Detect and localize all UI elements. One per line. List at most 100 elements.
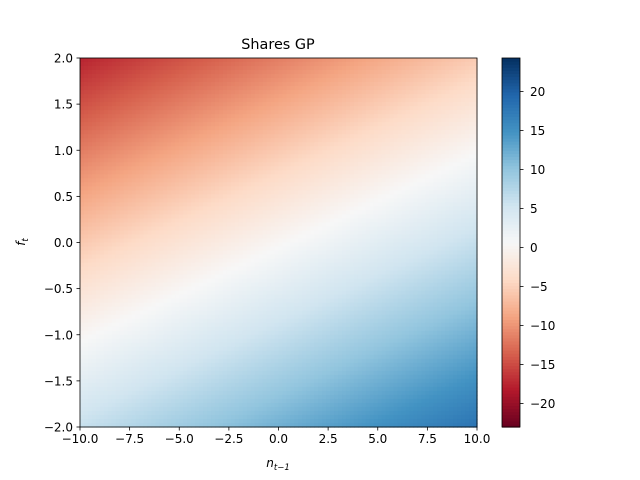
heatmap-cell — [429, 146, 434, 151]
heatmap-cell — [163, 250, 168, 256]
heatmap-cell — [373, 190, 379, 195]
heatmap-cell — [342, 158, 347, 163]
heatmap-cell — [107, 150, 113, 155]
heatmap-cell — [123, 154, 129, 159]
heatmap-cell — [413, 206, 419, 212]
heatmap-cell — [167, 234, 172, 240]
heatmap-cell — [135, 70, 141, 75]
heatmap-cell — [155, 134, 160, 139]
heatmap-cell — [469, 214, 474, 220]
heatmap-cell — [127, 158, 133, 163]
heatmap-cell — [310, 226, 315, 232]
heatmap-cell — [465, 174, 470, 179]
heatmap-cell — [274, 186, 280, 191]
heatmap-cell — [123, 138, 129, 143]
heatmap-cell — [111, 210, 117, 216]
heatmap-cell — [322, 86, 327, 91]
heatmap-cell — [353, 210, 359, 216]
heatmap-cell — [349, 62, 355, 67]
heatmap-cell — [103, 98, 109, 103]
heatmap-cell — [175, 166, 180, 171]
heatmap-cell — [103, 138, 109, 143]
heatmap-cell — [425, 138, 430, 143]
heatmap-cell — [187, 154, 192, 159]
heatmap-cell — [199, 118, 204, 123]
heatmap-cell — [381, 122, 387, 127]
heatmap-cell — [238, 174, 244, 179]
heatmap-cell — [345, 66, 351, 71]
heatmap-cell — [330, 70, 335, 75]
heatmap-cell — [191, 130, 196, 135]
heatmap-cell — [469, 226, 474, 232]
heatmap-cell — [250, 150, 256, 155]
heatmap-cell — [214, 230, 220, 236]
heatmap-cell — [99, 86, 105, 91]
heatmap-cell — [385, 114, 391, 119]
heatmap-cell — [465, 190, 470, 195]
heatmap-cell — [357, 198, 363, 203]
heatmap-cell — [238, 86, 244, 91]
heatmap-cell — [385, 158, 391, 163]
heatmap-cell — [361, 110, 367, 115]
heatmap-cell — [163, 150, 168, 155]
heatmap-cell — [401, 194, 407, 199]
heatmap-cell — [338, 214, 343, 220]
heatmap-cell — [222, 82, 228, 87]
heatmap-cell — [290, 110, 295, 115]
heatmap-cell — [246, 250, 252, 256]
heatmap-cell — [345, 194, 351, 199]
heatmap-cell — [95, 214, 101, 220]
heatmap-cell — [123, 218, 129, 224]
heatmap-cell — [310, 122, 315, 127]
heatmap-cell — [191, 118, 196, 123]
heatmap-cell — [469, 218, 474, 224]
heatmap-cell — [218, 178, 224, 183]
heatmap-cell — [107, 106, 113, 111]
heatmap-cell — [429, 162, 434, 167]
heatmap-cell — [437, 230, 442, 236]
heatmap-cell — [214, 126, 220, 131]
heatmap-cell — [425, 194, 430, 199]
heatmap-cell — [433, 238, 438, 244]
heatmap-cell — [254, 146, 260, 151]
heatmap-cell — [262, 194, 268, 199]
heatmap-cell — [433, 182, 438, 187]
heatmap-cell — [469, 246, 474, 252]
heatmap-cell — [127, 102, 133, 107]
heatmap-cell — [187, 82, 192, 87]
heatmap-cell — [159, 242, 164, 248]
heatmap-cell — [199, 250, 204, 256]
heatmap-cell — [345, 238, 351, 244]
heatmap-cell — [187, 94, 192, 99]
heatmap-cell — [310, 246, 315, 252]
heatmap-cell — [302, 254, 307, 260]
heatmap-cell — [389, 210, 395, 216]
heatmap-cell — [445, 242, 450, 248]
heatmap-cell — [377, 230, 383, 236]
heatmap-cell — [230, 106, 236, 111]
heatmap-cell — [115, 174, 121, 179]
heatmap-cell — [389, 170, 395, 175]
heatmap-cell — [254, 158, 260, 163]
heatmap-cell — [461, 82, 466, 87]
heatmap-cell — [187, 122, 192, 127]
heatmap-cell — [397, 202, 403, 207]
heatmap-cell — [175, 86, 180, 91]
heatmap-cell — [83, 214, 89, 220]
heatmap-cell — [258, 206, 264, 212]
heatmap-cell — [214, 94, 220, 99]
heatmap-cell — [222, 226, 228, 232]
heatmap-cell — [159, 210, 164, 216]
heatmap-cell — [349, 250, 355, 256]
heatmap-cell — [266, 182, 272, 187]
heatmap-cell — [135, 134, 141, 139]
heatmap-cell — [211, 78, 216, 83]
heatmap-cell — [429, 246, 434, 252]
heatmap-cell — [465, 98, 470, 103]
heatmap-cell — [401, 178, 407, 183]
heatmap-cell — [397, 126, 403, 131]
heatmap-cell — [167, 94, 172, 99]
heatmap-cell — [147, 198, 153, 203]
heatmap-cell — [250, 162, 256, 167]
heatmap-cell — [433, 94, 438, 99]
